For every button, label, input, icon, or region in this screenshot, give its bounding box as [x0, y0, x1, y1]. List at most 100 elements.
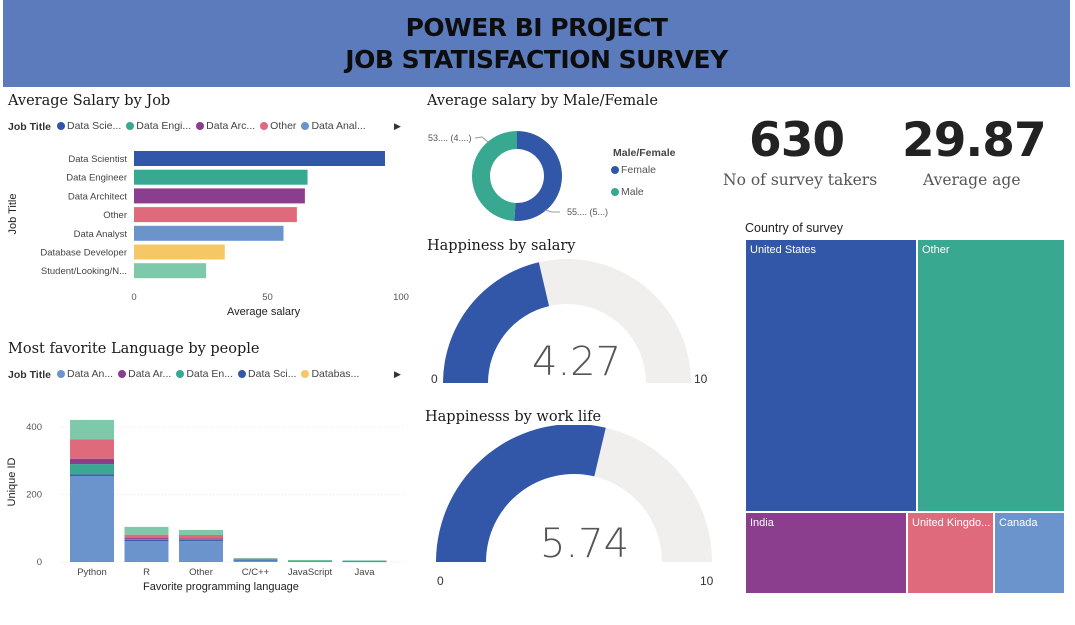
salary-bar[interactable] [134, 169, 308, 185]
salary-category-label: Student/Looking/N... [41, 266, 127, 277]
legend-item[interactable]: Data Ar... [118, 368, 171, 380]
happiness-worklife-title: Happinesss by work life [425, 409, 602, 425]
treemap-cell-other[interactable]: Other [917, 239, 1065, 512]
language-bar-segment[interactable] [179, 529, 223, 535]
treemap-label: United States [750, 244, 817, 256]
language-bar-segment[interactable] [342, 560, 387, 562]
happiness-salary-title: Happiness by salary [427, 238, 576, 254]
language-bar-segment[interactable] [70, 458, 114, 465]
salary-bar[interactable] [134, 188, 305, 204]
language-bar-segment[interactable] [70, 419, 114, 440]
language-x-axis-title: Favorite programming language [143, 581, 299, 593]
country-treemap: United States Other India United Kingdo.… [745, 239, 1065, 594]
language-title: Most favorite Language by people [8, 341, 260, 357]
treemap-cell-canada[interactable]: Canada [994, 512, 1065, 594]
language-bar-segment[interactable] [124, 539, 169, 540]
legend-item[interactable]: Databas... [301, 368, 359, 380]
gender-title: Average salary by Male/Female [427, 93, 658, 109]
happiness-worklife-gauge [436, 425, 712, 562]
average-age-value: 29.87 [902, 113, 1047, 168]
language-bar-segment[interactable] [70, 475, 114, 562]
legend-item[interactable]: Data Sci... [238, 368, 296, 380]
language-category-label: C/C++ [242, 567, 270, 578]
legend-dot [260, 122, 269, 130]
legend-dot [238, 370, 247, 378]
language-bar-segment[interactable] [288, 559, 332, 561]
legend-dot-male [611, 188, 619, 196]
language-legend: Job Title Data An... Data Ar... Data En...… [8, 368, 364, 381]
language-bar-segment[interactable] [179, 539, 223, 541]
legend-dot [301, 370, 310, 378]
legend-item[interactable]: Data Anal... [301, 120, 366, 132]
language-bar-segment[interactable] [124, 539, 169, 542]
salary-bar[interactable] [134, 207, 297, 223]
treemap-label: United Kingdo... [912, 517, 991, 529]
language-bar-segment[interactable] [124, 534, 169, 539]
language-bar-segment[interactable] [124, 526, 169, 535]
language-bar-segment[interactable] [179, 538, 223, 540]
legend-item[interactable]: Data Scie... [56, 120, 121, 132]
language-bar-segment[interactable] [124, 538, 169, 540]
leader-line [474, 136, 489, 143]
language-bar-segment[interactable] [70, 439, 114, 459]
gauge-fill [436, 425, 606, 562]
language-bar-segment[interactable] [288, 560, 332, 562]
language-bar-segment[interactable] [179, 535, 223, 539]
salary-category-label: Data Engineer [66, 173, 127, 184]
language-bar-segment[interactable] [70, 464, 114, 475]
salary-category-label: Data Analyst [74, 229, 128, 240]
legend-item[interactable]: Data Engi... [126, 120, 191, 132]
legend-dot [56, 370, 65, 378]
salary-bar[interactable] [134, 244, 225, 260]
legend-label: Databas... [311, 368, 360, 380]
language-bar-segment[interactable] [233, 559, 278, 562]
legend-label: Data En... [186, 368, 234, 380]
legend-item-female[interactable]: Female [611, 164, 656, 176]
gender-donut-chart [472, 131, 563, 221]
salary-bar[interactable] [134, 263, 207, 279]
language-bar-segment[interactable] [233, 559, 278, 561]
legend-label: Data Engi... [136, 120, 192, 132]
salary-category-label: Data Scientist [68, 154, 127, 165]
treemap-label: Other [922, 244, 950, 256]
language-y-tick: 400 [26, 422, 42, 433]
treemap-cell-united-states[interactable]: United States [745, 239, 917, 512]
legend-item[interactable]: Data En... [176, 368, 233, 380]
legend-dot [118, 370, 127, 378]
legend-item[interactable]: Data Arc... [196, 120, 255, 132]
language-y-tick: 0 [37, 557, 42, 568]
language-bar-segment[interactable] [179, 541, 223, 562]
legend-item[interactable]: Other [260, 120, 296, 132]
salary-bar-chart: Data Scientist Data Engineer Data Architec… [40, 151, 409, 303]
salary-bar[interactable] [134, 225, 284, 241]
language-bar-segment[interactable] [179, 540, 223, 542]
language-bar-segment[interactable] [124, 541, 169, 562]
legend-label: Data Ar... [128, 368, 172, 380]
language-bar-segment[interactable] [70, 474, 114, 476]
legend-label: Other [270, 120, 297, 132]
treemap-label: Canada [999, 517, 1038, 529]
salary-bar[interactable] [134, 151, 385, 166]
survey-takers-value: 630 [749, 113, 845, 168]
legend-dot [56, 122, 65, 130]
legend-next-arrow-icon[interactable]: ▶ [394, 369, 401, 379]
donut-slice-female[interactable] [514, 131, 563, 221]
language-bar-segment[interactable] [233, 558, 278, 560]
legend-item-male[interactable]: Male [611, 186, 644, 198]
language-category-label: JavaScript [288, 567, 333, 578]
donut-slice-male[interactable] [472, 131, 517, 221]
language-category-label: Java [354, 567, 375, 578]
legend-title: Job Title [8, 368, 51, 381]
legend-label: Data Anal... [311, 120, 366, 132]
language-bar-segment[interactable] [233, 557, 278, 559]
salary-by-job-legend: Job Title Data Scie... Data Engi... Data A… [8, 120, 371, 133]
happiness-salary-gauge [443, 259, 691, 383]
treemap-cell-united-kingdom[interactable]: United Kingdo... [907, 512, 994, 594]
legend-label: Data Arc... [206, 120, 256, 132]
female-data-label: 55.... (5...) [567, 207, 609, 217]
treemap-cell-india[interactable]: India [745, 512, 907, 594]
legend-item[interactable]: Data An... [56, 368, 113, 380]
legend-next-arrow-icon[interactable]: ▶ [394, 121, 401, 131]
language-stacked-bar-chart: 0 200 400 Python R Other C/C++ JavaScript Java [26, 419, 405, 578]
salary-category-label: Database Developer [40, 248, 127, 259]
